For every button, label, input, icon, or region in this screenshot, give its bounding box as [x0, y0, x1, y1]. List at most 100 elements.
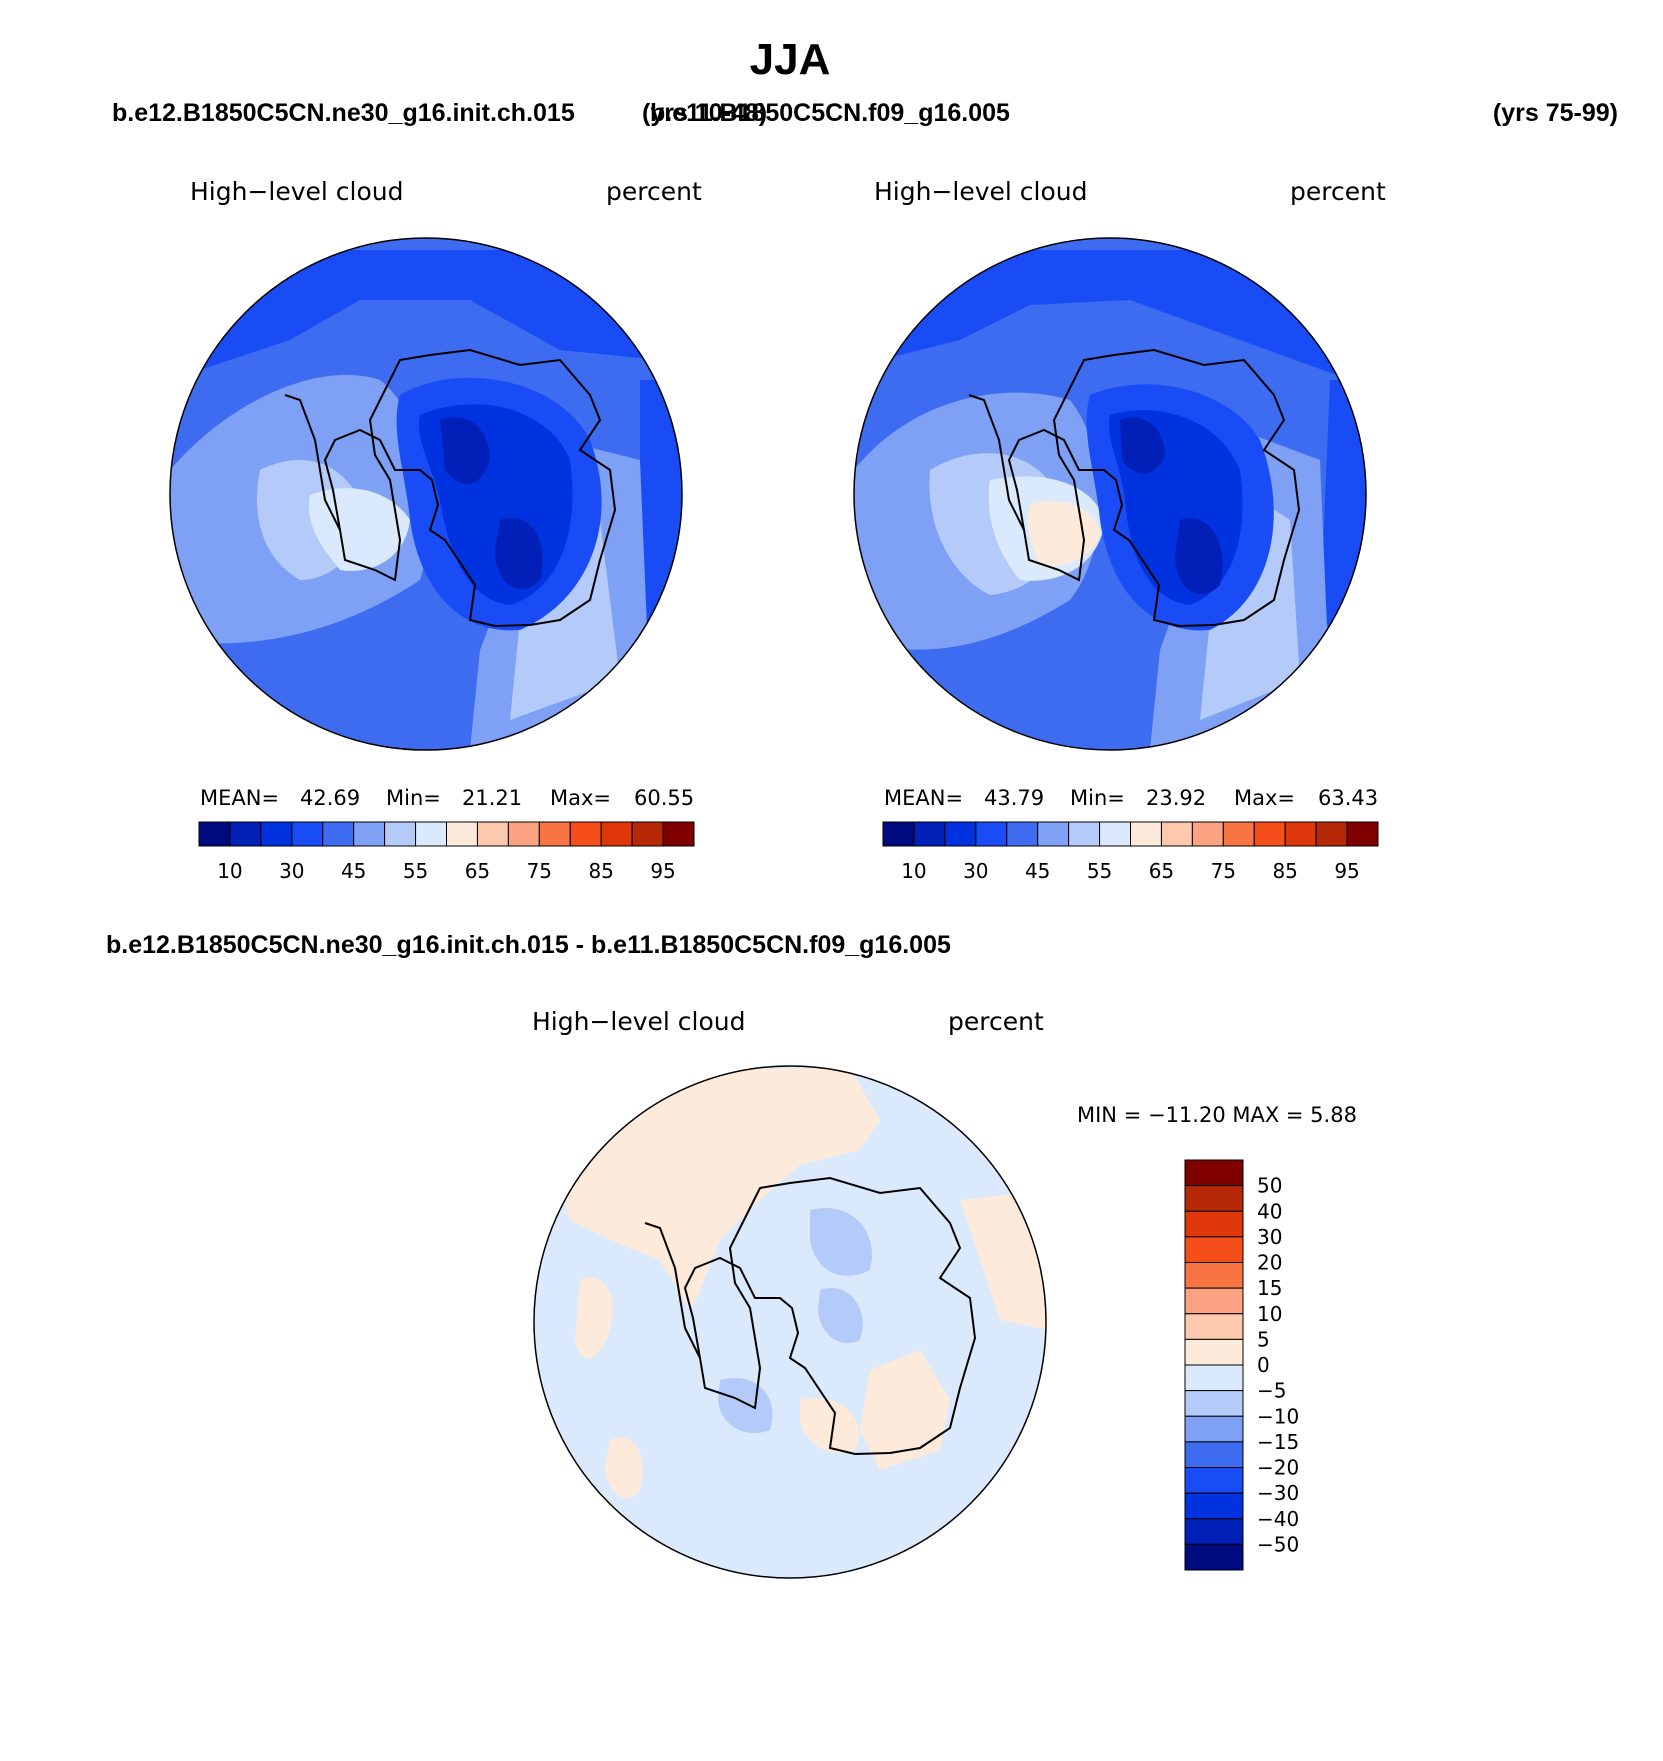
panel-b-units: percent: [1290, 177, 1386, 206]
panel-a-mean-value: 42.69: [300, 786, 360, 810]
panel-a-min-value: 21.21: [462, 786, 522, 810]
diff-colorbar-swatch: [1184, 1159, 1244, 1187]
panel-a-colorbar-swatch: [538, 821, 571, 847]
panel-a-colorbar-tick-label: 30: [279, 859, 304, 883]
panel-b-colorbar-swatch: [913, 821, 946, 847]
panel-b-colorbar-swatch: [1160, 821, 1193, 847]
panel-b-min-label: Min=: [1070, 786, 1125, 810]
diff-colorbar-swatch: [1184, 1364, 1244, 1392]
panel-b-colorbar-tick-label: 45: [1025, 859, 1050, 883]
diff-colorbar-swatch: [1184, 1210, 1244, 1238]
panel-b-colorbar-swatch: [1222, 821, 1255, 847]
panel-a-mean-label: MEAN=: [200, 786, 279, 810]
panel-a-colorbar-swatch: [322, 821, 355, 847]
panel-a-colorbar-tick-label: 55: [403, 859, 428, 883]
panel-a-colorbar-swatch: [446, 821, 478, 847]
panel-b-colorbar-tick-label: 10: [901, 859, 926, 883]
panel-b-colorbar-swatch: [1130, 821, 1162, 847]
panel-a-colorbar-swatch: [569, 821, 602, 847]
panel-b-colorbar-tick-label: 55: [1087, 859, 1112, 883]
panel-a-stats: MEAN= 42.69 Min= 21.21 Max= 60.55: [200, 786, 694, 810]
diff-colorbar-tick-label: −40: [1257, 1507, 1299, 1531]
diff-colorbar-swatch: [1184, 1236, 1244, 1263]
panel-a-colorbar-tick-label: 95: [650, 859, 675, 883]
panel-a-map: [169, 237, 683, 751]
diff-colorbar-tick-label: 50: [1257, 1174, 1282, 1198]
diff-colorbar-tick-label: 20: [1257, 1251, 1282, 1275]
diff-units: percent: [948, 1007, 1044, 1036]
panel-b-colorbar-swatch: [1315, 821, 1348, 847]
diff-title: b.e12.B1850C5CN.ne30_g16.init.ch.015 - b…: [106, 931, 951, 959]
panel-b-colorbar-swatch: [1006, 821, 1039, 847]
panel-b-max-value: 63.43: [1318, 786, 1378, 810]
panel-b-colorbar-tick-label: 65: [1149, 859, 1174, 883]
diff-colorbar-tick-label: 40: [1257, 1199, 1282, 1223]
diff-colorbar-tick-label: −5: [1257, 1379, 1286, 1403]
diff-colorbar-swatch: [1184, 1441, 1244, 1468]
diff-colorbar-tick-label: −15: [1257, 1430, 1299, 1454]
diff-colorbar-tick-label: −30: [1257, 1481, 1299, 1505]
panel-a-max-value: 60.55: [634, 786, 694, 810]
diff-colorbar-swatch: [1184, 1390, 1244, 1417]
panel-b-case-title: b.e11.B1850C5CN.f09_g16.005: [650, 99, 1010, 127]
panel-b-years: (yrs 75-99): [1493, 99, 1618, 127]
panel-a-min-label: Min=: [386, 786, 441, 810]
panel-b-colorbar-tick-label: 30: [963, 859, 988, 883]
panel-a-variable: High−level cloud: [190, 177, 404, 206]
panel-a-colorbar-tick-label: 10: [217, 859, 242, 883]
panel-b-colorbar-swatch: [1037, 821, 1070, 847]
panel-b-colorbar-swatch: [944, 821, 977, 847]
diff-minmax: MIN = −11.20 MAX = 5.88: [1077, 1103, 1357, 1127]
panel-a-case-title: b.e12.B1850C5CN.ne30_g16.init.ch.015: [112, 99, 575, 127]
diff-map: [533, 1065, 1047, 1579]
diff-colorbar-swatch: [1184, 1338, 1244, 1366]
panel-a-colorbar-swatch: [662, 821, 695, 847]
diff-colorbar-swatch: [1184, 1467, 1244, 1494]
panel-a-max-label: Max=: [550, 786, 611, 810]
diff-colorbar-tick-label: 30: [1257, 1225, 1282, 1249]
panel-b-colorbar-swatch: [1068, 821, 1101, 847]
panel-a-colorbar-tick-label: 65: [465, 859, 490, 883]
panel-a-colorbar-swatch: [507, 821, 540, 847]
panel-b-colorbar-swatch: [1099, 821, 1131, 847]
diff-colorbar-swatch: [1184, 1518, 1244, 1545]
diff-variable: High−level cloud: [532, 1007, 746, 1036]
diff-colorbar-swatch: [1184, 1415, 1244, 1443]
diff-colorbar-tick-label: 10: [1257, 1302, 1282, 1326]
panel-a-colorbar-swatch: [476, 821, 509, 847]
diff-colorbar-tick-label: 0: [1257, 1353, 1270, 1377]
panel-a-colorbar-tick-label: 45: [341, 859, 366, 883]
panel-b-colorbar-swatch: [1253, 821, 1286, 847]
panel-a-colorbar-tick-label: 85: [588, 859, 613, 883]
diff-colorbar-swatch: [1184, 1492, 1244, 1520]
panel-b-mean-label: MEAN=: [884, 786, 963, 810]
panel-b-colorbar: 10 30 45 55 65 75 85 95: [882, 821, 1379, 883]
panel-b-mean-value: 43.79: [984, 786, 1044, 810]
panel-a-colorbar-swatch: [600, 821, 633, 847]
diff-colorbar-tick-label: −50: [1257, 1532, 1299, 1556]
panel-a-years: (yrs 10-48): [642, 99, 767, 127]
diff-colorbar-swatch: [1184, 1543, 1244, 1571]
panel-b-map: [853, 237, 1367, 751]
panel-b-colorbar-swatch: [882, 821, 915, 847]
panel-b-colorbar-swatch: [1284, 821, 1317, 847]
diff-colorbar-swatch: [1184, 1185, 1244, 1212]
panel-b-max-label: Max=: [1234, 786, 1295, 810]
panel-a-units: percent: [606, 177, 702, 206]
diff-colorbar-tick-label: 15: [1257, 1276, 1282, 1300]
panel-b-stats: MEAN= 43.79 Min= 23.92 Max= 63.43: [884, 786, 1378, 810]
main-title: JJA: [750, 35, 831, 84]
panel-a-colorbar-swatch: [198, 821, 231, 847]
diff-colorbar-tick-label: 5: [1257, 1327, 1270, 1351]
panel-a-colorbar: 10 30 45 55 65 75 85 95: [198, 821, 695, 883]
panel-a-colorbar-swatch: [291, 821, 324, 847]
diff-colorbar-swatch: [1184, 1262, 1244, 1289]
panel-b-colorbar-swatch: [975, 821, 1008, 847]
panel-b-min-value: 23.92: [1146, 786, 1206, 810]
diff-colorbar-tick-label: −20: [1257, 1456, 1299, 1480]
diff-colorbar-swatch: [1184, 1313, 1244, 1340]
diff-colorbar-tick-label: −10: [1257, 1404, 1299, 1428]
panel-b-colorbar-tick-label: 75: [1211, 859, 1236, 883]
